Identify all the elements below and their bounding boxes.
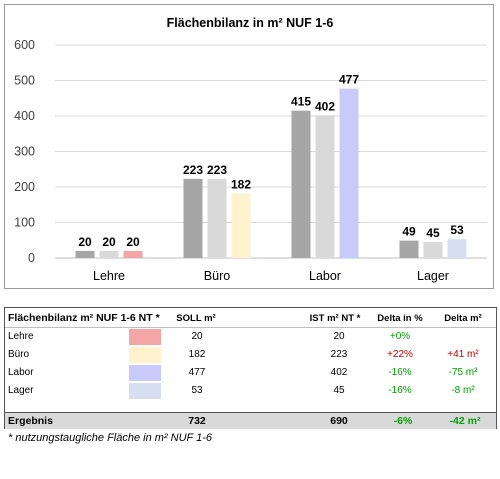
table-header-delta-pct: Delta in % xyxy=(377,313,423,324)
area-balance-table: Flächenbilanz m² NUF 1-6 NT * SOLL m² IS… xyxy=(4,307,497,429)
total-row: Ergebnis 732 690 -6% -42 m² xyxy=(5,412,496,429)
table-cell-delta-pct: -16% xyxy=(388,385,412,396)
row-color-swatch xyxy=(129,383,161,399)
bar xyxy=(231,193,251,258)
table-header-ist: IST m² NT * xyxy=(309,313,361,324)
row-color-swatch xyxy=(129,329,161,345)
total-soll: 732 xyxy=(188,415,206,427)
x-tick-label: Lehre xyxy=(93,269,125,283)
data-label: 53 xyxy=(450,223,464,237)
row-color-swatch xyxy=(129,365,161,381)
table-cell-delta-pct: +22% xyxy=(387,349,413,360)
total-ist: 690 xyxy=(330,415,348,427)
table-cell-delta-m2: -8 m² xyxy=(451,385,475,396)
data-label: 477 xyxy=(339,73,359,87)
row-color-swatch xyxy=(129,347,161,363)
data-label: 49 xyxy=(402,225,416,239)
total-delta-pct: -6% xyxy=(393,415,413,427)
table-cell-ist: 45 xyxy=(333,385,345,396)
total-label: Ergebnis xyxy=(8,415,53,427)
bar xyxy=(423,242,443,258)
header-separator xyxy=(5,327,496,328)
y-tick-label: 200 xyxy=(14,180,35,194)
table-header-label: Flächenbilanz m² NUF 1-6 NT * xyxy=(8,312,160,324)
bar xyxy=(399,240,419,258)
data-label: 20 xyxy=(78,235,92,249)
bar xyxy=(339,88,359,258)
bar xyxy=(183,178,203,258)
data-label: 415 xyxy=(291,95,311,109)
data-label: 402 xyxy=(315,99,335,113)
table-row-name: Büro xyxy=(8,349,30,360)
table-cell-soll: 477 xyxy=(188,367,206,378)
table-header-delta-m2: Delta m² xyxy=(444,313,482,324)
bar xyxy=(99,250,119,258)
x-tick-label: Lager xyxy=(417,269,449,283)
data-label: 20 xyxy=(126,235,140,249)
bar xyxy=(75,250,95,258)
table-cell-soll: 53 xyxy=(191,385,203,396)
chart-title: Flächenbilanz in m² NUF 1-6 xyxy=(166,16,334,30)
y-tick-label: 400 xyxy=(14,109,35,123)
bar xyxy=(291,110,311,258)
table-row-name: Labor xyxy=(8,367,34,378)
footnote: * nutzungstaugliche Fläche in m² NUF 1-6 xyxy=(8,432,213,444)
bar xyxy=(447,239,467,258)
table-row-name: Lehre xyxy=(8,331,34,342)
y-tick-label: 100 xyxy=(14,216,35,230)
table-row-name: Lager xyxy=(8,385,34,396)
table-cell-ist: 20 xyxy=(333,331,345,342)
data-label: 45 xyxy=(426,226,440,240)
table-cell-soll: 20 xyxy=(191,331,203,342)
bar xyxy=(123,250,143,258)
y-tick-label: 300 xyxy=(14,145,35,159)
bar xyxy=(207,178,227,258)
data-label: 20 xyxy=(102,235,116,249)
x-tick-label: Büro xyxy=(204,269,230,283)
y-tick-label: 500 xyxy=(14,74,35,88)
table-cell-delta-m2: +41 m² xyxy=(447,349,479,360)
chart-panel: Flächenbilanz in m² NUF 1-6 0 100 200 300 40… xyxy=(4,4,494,289)
table-cell-delta-pct: -16% xyxy=(388,367,412,378)
table-cell-soll: 182 xyxy=(188,349,206,360)
bar xyxy=(315,115,335,258)
x-tick-label: Labor xyxy=(309,269,341,283)
y-tick-label: 600 xyxy=(14,38,35,52)
bar-chart: 0 100 200 300 400 500 600 20 20 20 Lehre 223 223 182 B… xyxy=(14,38,487,283)
table-cell-ist: 402 xyxy=(330,367,348,378)
table-header-soll: SOLL m² xyxy=(176,313,216,324)
data-label: 182 xyxy=(231,177,251,191)
y-tick-label: 0 xyxy=(28,251,35,265)
total-delta-m2: -42 m² xyxy=(449,415,481,427)
table-cell-delta-m2: -75 m² xyxy=(448,367,478,378)
data-label: 223 xyxy=(207,163,227,177)
data-label: 223 xyxy=(183,163,203,177)
table-cell-ist: 223 xyxy=(330,349,348,360)
table-cell-delta-pct: +0% xyxy=(389,331,411,342)
